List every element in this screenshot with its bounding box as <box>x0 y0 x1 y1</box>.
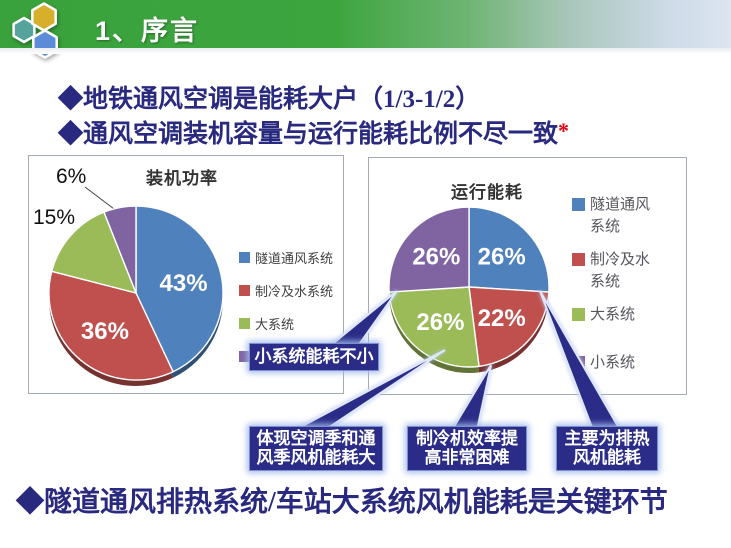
legend-swatch-purple <box>572 356 585 369</box>
operating-energy-pie: 26% 22% 26% 26% <box>388 206 550 373</box>
svg-text:26%: 26% <box>412 244 460 271</box>
svg-text:36%: 36% <box>81 318 129 345</box>
legend-item: 大系统 <box>572 304 656 326</box>
legend-item: 隧道通风系统 <box>239 248 333 267</box>
chart-title-installed-power: 装机功率 <box>146 169 218 188</box>
chart-title-operating-energy: 运行能耗 <box>451 183 523 202</box>
svg-text:22%: 22% <box>478 305 526 332</box>
legend-item: 大系统 <box>239 314 333 333</box>
callout-fan-season: 体现空调季和通 风季风机能耗大 <box>249 426 383 471</box>
legend-item: 小系统 <box>572 352 656 374</box>
bullet-line-2: ◆通风空调装机容量与运行能耗比例不尽一致* <box>58 118 570 148</box>
svg-text:26%: 26% <box>478 244 526 271</box>
pie-outside-label-6pct: 6% <box>56 165 87 188</box>
legend-swatch-red <box>572 253 585 266</box>
legend-swatch-blue <box>572 198 585 211</box>
legend-swatch-blue <box>239 252 250 263</box>
bullet-list: ◆地铁通风空调是能耗大户（1/3-1/2） ◆通风空调装机容量与运行能耗比例不尽… <box>58 84 718 150</box>
legend-swatch-green <box>572 308 585 321</box>
footnote-asterisk: * <box>558 118 570 143</box>
legend-swatch-red <box>239 285 250 296</box>
callout-heat-exhaust: 主要为排热 风机能耗 <box>556 426 658 471</box>
legend-item: 制冷及水系统 <box>239 281 333 300</box>
svg-text:26%: 26% <box>416 309 464 336</box>
installed-power-chart: 43%36% 装机功率 6% 15% 隧道通风系统 制冷及水系统 大系统 小系统 <box>28 155 344 394</box>
callout-small-system: 小系统能耗不小 <box>249 343 379 371</box>
header-bar: 1、序言 <box>0 0 731 59</box>
conclusion-headline: ◆隧道通风排热系统/车站大系统风机能耗是关键环节 <box>16 487 668 518</box>
operating-energy-chart: 26% 22% 26% 26% 运行能耗 隧道通风系统 制冷及水系统 大系统 小系统 <box>368 157 687 395</box>
legend-item: 隧道通风系统 <box>572 194 656 238</box>
legend-operating-energy: 隧道通风系统 制冷及水系统 大系统 小系统 <box>572 194 656 385</box>
callout-chiller-efficiency: 制冷机效率提 高非常困难 <box>407 426 527 471</box>
leader-line-6pct <box>84 186 119 213</box>
header-separator <box>0 48 731 54</box>
page-title: 1、序言 <box>95 16 200 46</box>
pie-outside-label-15pct: 15% <box>33 206 76 229</box>
svg-text:43%: 43% <box>160 270 208 297</box>
bullet-line-1: ◆地铁通风空调是能耗大户（1/3-1/2） <box>58 86 481 113</box>
legend-swatch-green <box>239 318 250 329</box>
legend-swatch-purple <box>239 351 250 362</box>
legend-item: 制冷及水系统 <box>572 249 656 293</box>
installed-power-pie: 43% 36% <box>48 186 224 386</box>
